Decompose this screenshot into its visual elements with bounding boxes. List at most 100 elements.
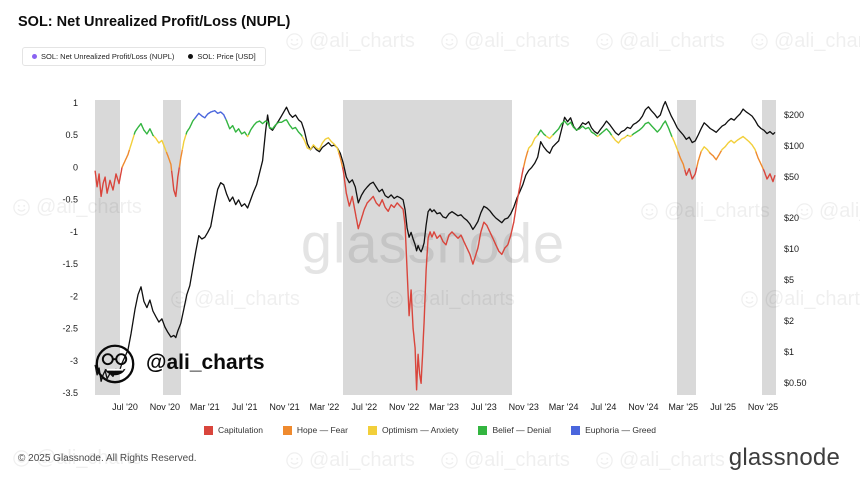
signature-text: @ali_charts [146,351,265,374]
zone-legend-swatch-icon [478,425,488,435]
nupl-line-segment [720,135,757,152]
nupl-line-segment [684,167,698,180]
y-right-tick-label: $20 [784,213,799,223]
zone-legend-item: Belief — Denial [478,425,551,435]
y-right-tick-label: $100 [784,141,804,151]
x-tick-label: Nov '23 [509,402,539,412]
x-tick-label: Jul '23 [471,402,497,412]
zone-legend-swatch-icon [282,425,292,435]
series-legend-item: SOL: Net Unrealized Profit/Loss (NUPL) [32,52,174,61]
nupl-line-segment [545,134,554,140]
nupl-line-segment [225,119,248,136]
nupl-line-segment [193,110,227,120]
nupl-line-segment [153,135,168,153]
zone-legend-label: Capitulation [218,425,263,435]
nupl-line-segment [631,120,673,138]
series-legend: SOL: Net Unrealized Profit/Loss (NUPL) SO… [22,47,266,66]
nupl-line-segment [178,149,183,168]
y-right-tick-label: $1 [784,347,794,357]
zone-legend-item: Capitulation [204,425,263,435]
zone-legend-item: Euphoria — Greed [571,425,656,435]
nupl-line-segment [755,151,764,170]
x-tick-label: Mar '22 [310,402,340,412]
zone-legend-label: Optimism — Anxiety [381,425,459,435]
nupl-line-segment [708,150,722,161]
series-legend-dot-icon [188,54,194,59]
nupl-line-segment [94,167,123,198]
nupl-line-segment [301,136,340,154]
x-tick-label: Jul '21 [232,402,258,412]
y-left-tick-label: -2 [70,291,78,301]
nupl-line-segment [677,151,686,170]
series-legend-label: SOL: Price [USD] [197,52,256,61]
glassnode-logo: glassnode [728,444,840,471]
nupl-line-segment [627,134,633,138]
x-tick-label: Jul '20 [112,402,138,412]
y-left-tick-label: -1.5 [62,259,78,269]
y-right-tick-label: $0.50 [784,378,807,388]
nupl-line-segment [598,128,613,136]
zone-legend-item: Optimism — Anxiety [367,425,459,435]
ali-charts-signature: @ali_charts [92,340,265,386]
zone-legend-swatch-icon [571,425,581,435]
x-tick-label: Jul '24 [591,402,617,412]
x-tick-label: Nov '24 [628,402,658,412]
y-right-tick-label: $5 [784,275,794,285]
x-tick-label: Jul '25 [710,402,736,412]
y-left-tick-label: 1 [73,98,78,108]
y-right-tick-label: $2 [784,316,794,326]
series-legend-label: SOL: Net Unrealized Profit/Loss (NUPL) [41,52,175,61]
x-tick-label: Nov '22 [389,402,419,412]
y-left-tick-label: -3 [70,356,78,366]
nupl-line-segment [247,119,303,137]
nupl-line-segment [522,150,529,168]
nupl-line-segment [527,134,539,151]
y-right-tick-label: $10 [784,244,799,254]
y-left-tick-label: 0 [73,162,78,172]
nupl-line-segment [121,149,131,168]
zone-legend-label: Belief — Denial [492,425,552,435]
zone-legend-swatch-icon [367,425,377,435]
nupl-line-segment [552,120,598,137]
y-left-tick-label: -0.5 [62,195,78,205]
nupl-line-segment [246,134,250,138]
ali-face-doodle-icon [95,344,135,384]
nupl-line-segment [611,134,628,144]
nupl-line-segment [181,134,187,150]
nupl-zones-legend: Capitulation Hope — Fear Optimism — Anxiet… [0,425,860,435]
x-tick-label: Nov '20 [150,402,180,412]
series-legend-dot-icon [32,54,37,59]
y-left-tick-label: -3.5 [62,388,78,398]
y-left-tick-label: 0.5 [65,130,78,140]
y-left-tick-label: -1 [70,227,78,237]
y-right-tick-label: $200 [784,110,804,120]
nupl-line-segment [696,151,702,168]
zone-legend-label: Hope — Fear [296,425,348,435]
nupl-line-segment [185,118,195,135]
series-legend-item: SOL: Price [USD] [188,52,256,61]
x-tick-label: Mar '21 [190,402,220,412]
nupl-line-segment [338,152,344,168]
nupl-line-segment [133,122,155,137]
nupl-line-segment [537,129,547,137]
x-tick-label: Mar '25 [668,402,698,412]
nupl-line-segment [341,167,525,391]
nupl-line-segment [700,146,710,153]
nupl-line-segment [170,167,180,198]
zone-legend-swatch-icon [204,425,214,435]
nupl-line-segment [762,168,776,183]
x-tick-label: Mar '24 [549,402,579,412]
copyright-text: © 2025 Glassnode. All Rights Reserved. [18,453,197,464]
x-tick-label: Nov '21 [269,402,299,412]
nupl-line-segment [128,134,135,150]
y-left-tick-label: -2.5 [62,324,78,334]
zone-legend-label: Euphoria — Greed [585,425,656,435]
nupl-line-segment [596,134,600,138]
nupl-line-segment [671,136,679,152]
page-title: SOL: Net Unrealized Profit/Loss (NUPL) [18,14,291,30]
x-tick-label: Nov '25 [748,402,778,412]
x-tick-label: Mar '23 [429,402,459,412]
y-right-tick-label: $50 [784,172,799,182]
